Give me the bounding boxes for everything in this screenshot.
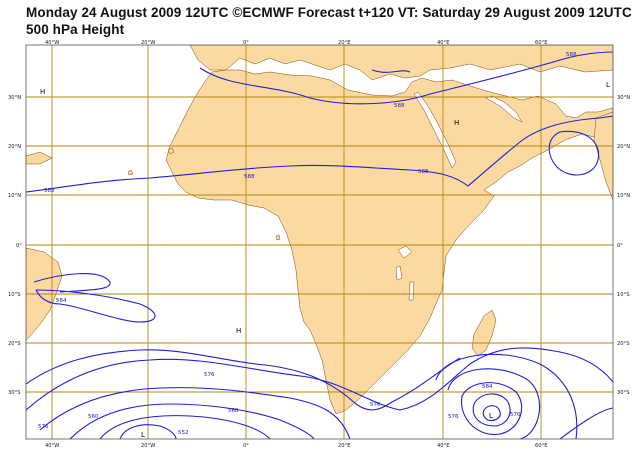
contour-low-india bbox=[548, 130, 600, 176]
contour-north-2 bbox=[371, 69, 411, 73]
lat-tick-label: 10°N bbox=[8, 193, 21, 199]
contour-576 bbox=[26, 347, 613, 411]
map-title: Monday 24 August 2009 12UTC ©ECMWF Forec… bbox=[26, 5, 632, 20]
contour-label: 568 bbox=[228, 408, 239, 414]
contour-label: 576 bbox=[510, 412, 521, 418]
lat-tick-label: 30°S bbox=[617, 390, 630, 396]
contour-label: 584 bbox=[56, 298, 67, 304]
map-subtitle: 500 hPa Height bbox=[26, 22, 125, 37]
contour-label: 588 bbox=[394, 103, 405, 109]
high-marker: H bbox=[40, 88, 45, 96]
land-madagascar bbox=[471, 309, 497, 357]
contour-south-atl-2 bbox=[33, 273, 111, 293]
lon-tick-label: 40°E bbox=[437, 443, 449, 449]
contour-south-atl-1 bbox=[35, 289, 156, 323]
contour-low-se-4 bbox=[447, 368, 541, 439]
land-europe bbox=[189, 45, 613, 81]
lat-ticks-right: 30°N 20°N 10°N 0° 10°S 20°S 30°S bbox=[617, 95, 630, 396]
contour-label: 560 bbox=[88, 414, 99, 420]
lat-tick-label: 20°N bbox=[617, 144, 630, 150]
map-frame bbox=[25, 44, 614, 440]
contour-label: 576 bbox=[448, 414, 459, 420]
lat-ticks-left: 30°N 20°N 10°N 0° 10°S 20°S 30°S bbox=[8, 95, 22, 396]
contour-label: 588 bbox=[566, 52, 577, 58]
contour-560 bbox=[69, 403, 315, 439]
lon-tick-label: 20°W bbox=[141, 443, 155, 449]
lat-tick-label: 0° bbox=[16, 243, 22, 249]
contour-label: 576 bbox=[204, 372, 215, 378]
contour-584 bbox=[26, 349, 461, 411]
lat-tick-label: 30°N bbox=[8, 95, 21, 101]
land-cape-verde bbox=[127, 169, 134, 176]
land-sao-tome bbox=[275, 234, 281, 241]
contour-low-se-2 bbox=[472, 393, 511, 427]
contour-labels: 588 588 588 588 588 584 576 568 560 552 … bbox=[38, 52, 577, 436]
contour-label: 588 bbox=[244, 174, 255, 180]
lat-tick-label: 10°S bbox=[8, 292, 21, 298]
high-marker: H bbox=[454, 119, 459, 127]
land-india bbox=[593, 111, 613, 201]
contour-568 bbox=[39, 387, 351, 439]
lat-tick-label: 20°N bbox=[8, 144, 21, 150]
land-africa bbox=[165, 69, 613, 415]
contour-low-se-1 bbox=[461, 382, 523, 436]
lat-tick-label: 0° bbox=[617, 243, 623, 249]
lat-tick-label: 30°N bbox=[617, 95, 630, 101]
lon-tick-label: 60°E bbox=[535, 443, 547, 449]
lon-ticks-bottom: 40°W 20°W 0° 20°E 40°E 60°E bbox=[45, 443, 547, 449]
low-marker: L bbox=[489, 412, 493, 420]
low-marker: L bbox=[606, 81, 610, 89]
red-sea bbox=[413, 91, 457, 169]
lon-ticks-top: 40°W 20°W 0° 20°E 40°E 60°E bbox=[45, 40, 547, 46]
lat-tick-label: 30°S bbox=[8, 390, 21, 396]
contour-552 bbox=[99, 415, 271, 439]
lat-tick-label: 10°S bbox=[617, 292, 630, 298]
contour-low-se-5 bbox=[435, 353, 578, 439]
land-canaries bbox=[167, 147, 175, 155]
contour-north-1 bbox=[199, 51, 613, 105]
low-marker: L bbox=[141, 431, 145, 439]
lon-tick-label: 0° bbox=[243, 40, 249, 46]
lat-tick-label: 20°S bbox=[8, 341, 21, 347]
contour-label: 576 bbox=[370, 402, 381, 408]
contour-label: 588 bbox=[44, 188, 55, 194]
lat-tick-label: 10°N bbox=[617, 193, 630, 199]
lon-tick-label: 20°E bbox=[338, 443, 350, 449]
high-marker: H bbox=[236, 327, 241, 335]
contour-label: 588 bbox=[418, 169, 429, 175]
contour-label: 584 bbox=[482, 384, 493, 390]
contour-low-sw bbox=[119, 424, 177, 439]
lon-tick-label: 40°E bbox=[437, 40, 449, 46]
pressure-centres: H H L H L L bbox=[40, 81, 610, 439]
contour-label: 576 bbox=[38, 424, 49, 430]
lon-tick-label: 60°E bbox=[535, 40, 547, 46]
contour-label: 552 bbox=[178, 430, 189, 436]
lon-tick-label: 40°W bbox=[45, 443, 59, 449]
contour-low-se-3 bbox=[482, 405, 501, 422]
lon-tick-label: 20°W bbox=[141, 40, 155, 46]
lat-tick-label: 20°S bbox=[617, 341, 630, 347]
land-caribbean bbox=[26, 151, 53, 165]
lon-tick-label: 20°E bbox=[338, 40, 350, 46]
height-contours bbox=[26, 51, 613, 439]
contour-east-tail bbox=[559, 407, 613, 439]
lon-tick-label: 40°W bbox=[45, 40, 59, 46]
contour-tropical bbox=[26, 115, 613, 193]
lon-tick-label: 0° bbox=[243, 443, 249, 449]
